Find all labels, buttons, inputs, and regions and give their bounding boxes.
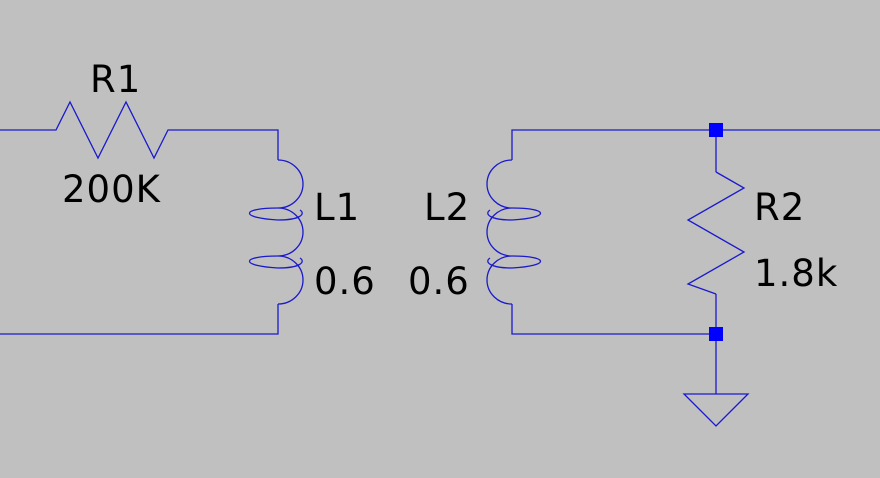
- junction-top[interactable]: [709, 123, 723, 137]
- inductor-l2-loops: [487, 207, 542, 269]
- l1-name-label: L1: [314, 186, 360, 229]
- l1-value-label: 0.6: [314, 260, 376, 303]
- wire-r1-to-l1[interactable]: [176, 129, 279, 160]
- r1-value-label: 200K: [62, 168, 162, 211]
- ground-symbol[interactable]: [682, 393, 750, 427]
- inductor-l1-loops: [248, 207, 303, 269]
- r2-name-label: R2: [754, 186, 805, 229]
- r2-value-label: 1.8k: [754, 252, 838, 295]
- inductor-l2[interactable]: [486, 159, 513, 305]
- wire-l2-bottom[interactable]: [511, 304, 716, 335]
- r1-name-label: R1: [90, 58, 141, 101]
- resistor-r1[interactable]: [40, 100, 176, 160]
- resistor-r2[interactable]: [686, 171, 746, 295]
- wire-l2-top[interactable]: [511, 129, 880, 160]
- inductor-l1[interactable]: [277, 159, 304, 305]
- wire-return-primary[interactable]: [0, 304, 279, 335]
- l2-name-label: L2: [424, 186, 470, 229]
- junction-bottom[interactable]: [709, 327, 723, 341]
- l2-value-label: 0.6: [408, 260, 470, 303]
